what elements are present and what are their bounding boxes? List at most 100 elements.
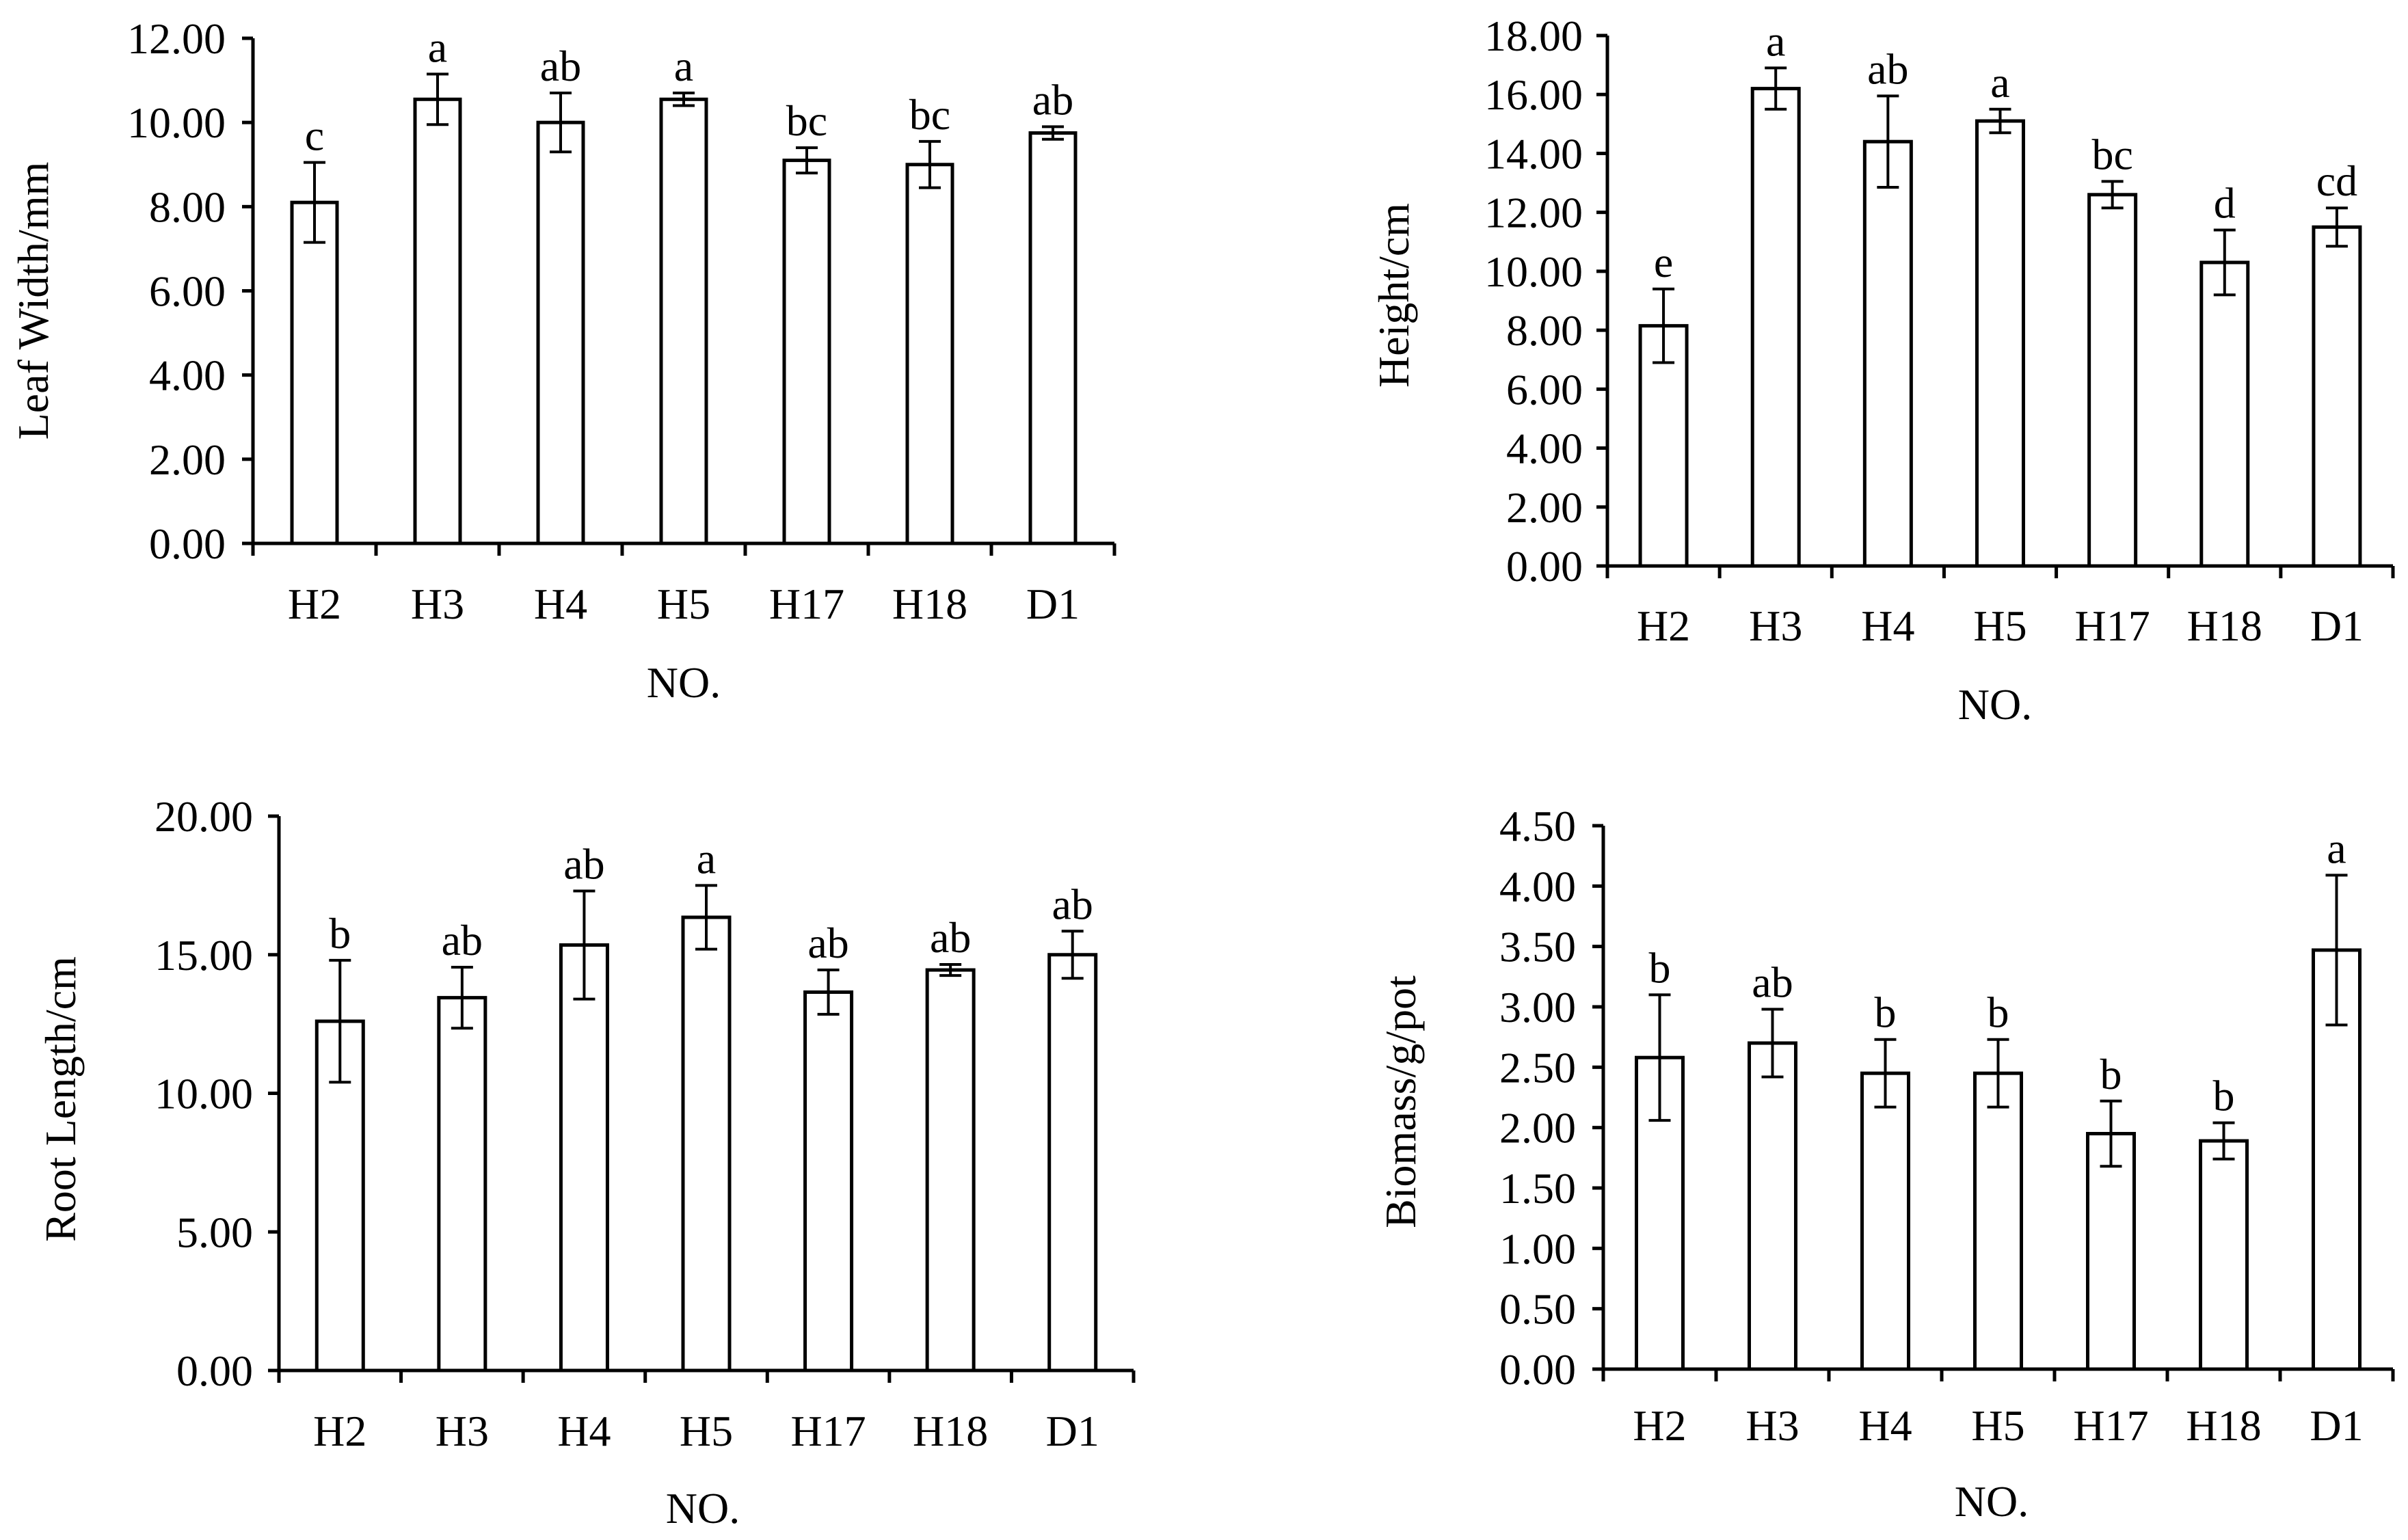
- significance-label: b: [2100, 1050, 2122, 1098]
- category-label: H5: [657, 580, 710, 628]
- y-tick-label: 20.00: [155, 792, 253, 841]
- y-tick-label: 0.00: [1499, 1345, 1576, 1394]
- y-tick-label: 10.00: [155, 1070, 253, 1118]
- significance-label: ab: [1052, 880, 1093, 928]
- category-label: D1: [2310, 602, 2364, 650]
- chart-1-xlabel: NO.: [1958, 680, 2032, 729]
- y-tick-label: 4.00: [1499, 862, 1576, 910]
- bar-h4: [559, 943, 609, 1373]
- y-tick-label: 6.00: [1506, 365, 1583, 414]
- significance-label: c: [305, 111, 324, 160]
- bar-d1: [2312, 225, 2362, 568]
- significance-label: b: [1649, 943, 1671, 992]
- chart-3-ylabel: Biomass/g/pot: [1376, 975, 1425, 1228]
- significance-label: b: [329, 909, 351, 958]
- significance-label: a: [697, 834, 716, 882]
- category-label: H3: [436, 1407, 489, 1455]
- y-tick-label: 3.50: [1499, 923, 1576, 971]
- category-label: H2: [288, 580, 341, 628]
- height-chart: Height/cm NO. 0.00 2.00 4.00 6.00 8.00 10.00 1…: [1369, 12, 2395, 729]
- significance-label: ab: [563, 839, 604, 888]
- chart-3-xlabel: NO.: [1955, 1477, 2029, 1526]
- category-label: H5: [680, 1407, 733, 1455]
- bar-d1: [1047, 953, 1098, 1373]
- bar-h18: [905, 163, 954, 545]
- category-label: H18: [892, 580, 967, 628]
- category-label: D1: [2310, 1401, 2363, 1450]
- y-tick-label: 2.50: [1499, 1043, 1576, 1092]
- bar-h4: [1860, 1071, 1910, 1371]
- chart-0-ylabel: Leaf Width/mm: [9, 162, 57, 440]
- y-tick-label: 4.00: [149, 351, 226, 400]
- y-tick-label: 8.00: [1506, 306, 1583, 355]
- category-label: H17: [2073, 1401, 2148, 1450]
- bar-h2: [290, 200, 339, 545]
- significance-label: ab: [1752, 958, 1793, 1007]
- bar-h4: [1862, 139, 1913, 568]
- category-label: H18: [913, 1407, 988, 1455]
- significance-label: a: [674, 42, 693, 90]
- category-label: H2: [313, 1407, 366, 1455]
- category-label: H3: [411, 580, 464, 628]
- category-label: D1: [1046, 1407, 1099, 1455]
- bar-h18: [2199, 260, 2250, 568]
- chart-2-xlabel: NO.: [666, 1484, 740, 1532]
- y-tick-label: 2.00: [1506, 483, 1583, 532]
- significance-label: cd: [2316, 157, 2357, 205]
- y-tick-label: 4.50: [1499, 802, 1576, 850]
- bar-h17: [2086, 1132, 2136, 1371]
- category-label: H3: [1749, 602, 1802, 650]
- category-label: H5: [1971, 1401, 2024, 1450]
- category-label: H18: [2187, 602, 2262, 650]
- bar-h18: [925, 968, 976, 1373]
- y-tick-label: 0.00: [1506, 542, 1583, 591]
- significance-label: ab: [930, 913, 971, 962]
- chart-1-ylabel: Height/cm: [1369, 203, 1418, 388]
- y-tick-label: 15.00: [155, 931, 253, 980]
- significance-label: bc: [909, 90, 950, 139]
- y-tick-label: 10.00: [127, 98, 226, 147]
- bar-h17: [803, 990, 854, 1373]
- bar-h3: [1750, 87, 1801, 568]
- y-tick-label: 12.00: [1484, 189, 1583, 237]
- category-label: H2: [1633, 1401, 1686, 1450]
- chart-0-xlabel: NO.: [647, 658, 721, 707]
- significance-label: ab: [807, 919, 848, 967]
- bar-h5: [1973, 1071, 2023, 1371]
- significance-label: ab: [540, 42, 581, 90]
- significance-label: bc: [786, 96, 827, 145]
- bar-h3: [413, 97, 462, 545]
- y-tick-label: 0.00: [176, 1347, 253, 1395]
- significance-label: a: [1990, 58, 2009, 107]
- y-tick-label: 5.00: [176, 1208, 253, 1256]
- category-label: H17: [769, 580, 844, 628]
- y-tick-label: 0.50: [1499, 1285, 1576, 1334]
- bar-d1: [1028, 131, 1078, 545]
- y-tick-label: 1.50: [1499, 1164, 1576, 1213]
- significance-label: a: [1766, 16, 1785, 65]
- y-tick-label: 4.00: [1506, 424, 1583, 473]
- y-tick-label: 16.00: [1484, 70, 1583, 119]
- y-tick-label: 2.00: [149, 435, 226, 484]
- category-label: H2: [1637, 602, 1690, 650]
- y-tick-label: 1.00: [1499, 1224, 1576, 1273]
- bar-h5: [681, 915, 732, 1373]
- bar-h18: [2199, 1139, 2249, 1371]
- y-tick-label: 3.00: [1499, 983, 1576, 1031]
- leaf-width-chart: Leaf Width/mm NO. 0.00 2.00 4.00 6.00 8.00 10…: [9, 14, 1116, 707]
- y-tick-label: 18.00: [1484, 12, 1583, 60]
- bar-h17: [782, 159, 831, 545]
- significance-label: bc: [2091, 130, 2132, 178]
- category-label: D1: [1026, 580, 1080, 628]
- chart-2-ylabel: Root Length/cm: [36, 956, 85, 1242]
- y-tick-label: 8.00: [149, 183, 226, 231]
- significance-label: a: [428, 23, 447, 71]
- category-label: H4: [534, 580, 587, 628]
- bar-h5: [1975, 119, 2025, 568]
- category-label: H17: [790, 1407, 866, 1455]
- category-label: H18: [2186, 1401, 2261, 1450]
- bar-h17: [2087, 193, 2138, 568]
- category-label: H4: [557, 1407, 611, 1455]
- significance-label: ab: [1032, 75, 1073, 124]
